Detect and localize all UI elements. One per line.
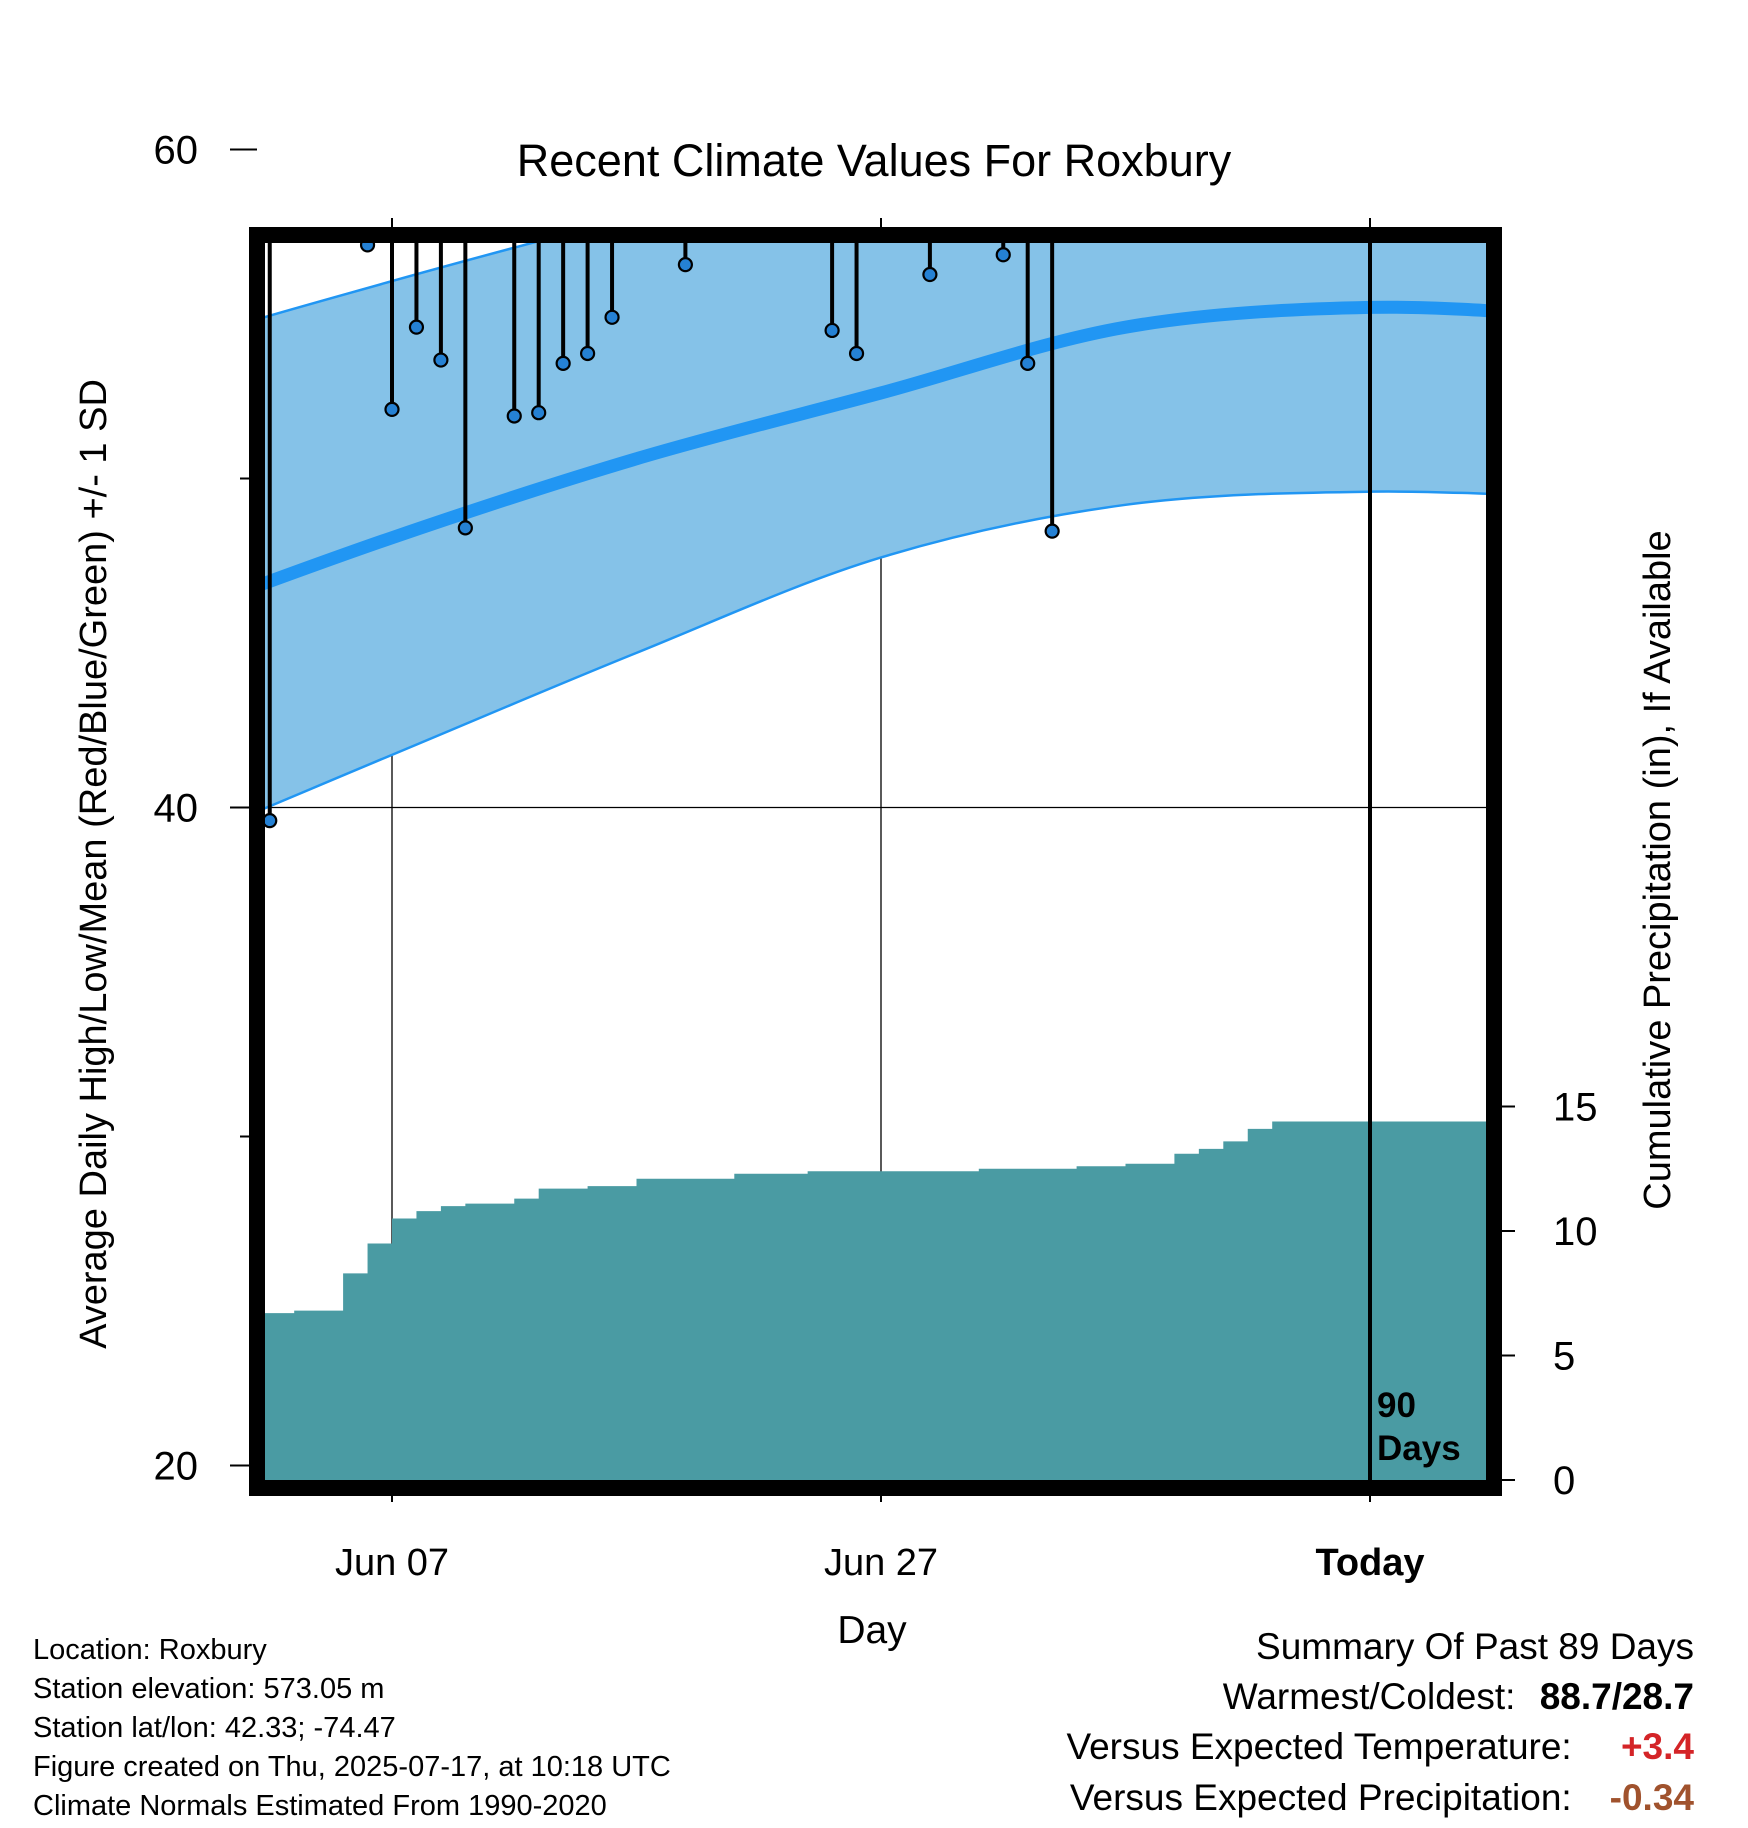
y-left-tick-label: 60 xyxy=(154,129,199,173)
high-band-edge xyxy=(0,0,1590,31)
observed-low-dot xyxy=(1315,107,1328,120)
footer-elevation: Station elevation: 573.05 m xyxy=(33,1673,385,1705)
observed-low-dot xyxy=(995,247,1011,263)
y-right-tick-label: 10 xyxy=(1553,1210,1598,1254)
chart-title: Recent Climate Values For Roxbury xyxy=(517,135,1232,186)
y-left-tick-label: 40 xyxy=(154,787,199,831)
observed-low-dot xyxy=(190,715,203,728)
observed-low-dot xyxy=(265,813,278,829)
footer-created: Figure created on Thu, 2025-07-17, at 10… xyxy=(33,1751,671,1783)
x-tick-label: Jun 07 xyxy=(335,1542,449,1584)
low-band-edge xyxy=(265,490,1486,810)
summary-temp-label: Versus Expected Temperature: xyxy=(1066,1726,1572,1767)
observed-low-dot xyxy=(165,331,178,344)
footer-location: Location: Roxbury xyxy=(33,1634,267,1666)
observed-low-dot xyxy=(531,405,547,421)
observed-high-dot xyxy=(1339,0,1352,7)
observed-low-dot xyxy=(433,352,449,368)
observed-low-dot xyxy=(19,715,32,728)
precip-area xyxy=(265,1121,1486,1480)
observed-low-dot xyxy=(677,257,694,273)
y-left-tick-label: 20 xyxy=(154,1445,199,1489)
y-right-tick-label: 15 xyxy=(1553,1086,1598,1130)
plot-area: 90 Days xyxy=(0,0,1590,1480)
observed-low-dot xyxy=(848,345,865,362)
x-tick-label: Today xyxy=(1315,1542,1424,1584)
summary-precip-label: Versus Expected Precipitation: xyxy=(1069,1777,1572,1818)
observed-low-dot xyxy=(43,660,56,673)
footer-normals: Climate Normals Estimated From 1990-2020 xyxy=(33,1790,607,1822)
today-days-number: 90 xyxy=(1377,1386,1416,1425)
observed-low-dot xyxy=(117,597,130,610)
footer-latlon: Station lat/lon: 42.33; -74.47 xyxy=(33,1712,396,1744)
y-axis-right-label: Cumulative Precipitation (in), If Availa… xyxy=(1637,530,1679,1209)
observed-low-dot xyxy=(1143,2,1156,15)
observed-low-dot xyxy=(824,322,840,339)
observed-low-dot xyxy=(630,18,643,31)
observed-low-dot xyxy=(922,266,938,283)
observed-low-dot xyxy=(1266,2,1279,15)
observed-low-dot xyxy=(312,107,325,120)
summary-precip-value: -0.34 xyxy=(1609,1777,1694,1818)
observed-low-dot xyxy=(506,408,522,424)
summary-warm-cold-label: Warmest/Coldest: xyxy=(1222,1676,1516,1717)
observed-low-dot xyxy=(1168,64,1181,77)
observed-low-dot xyxy=(972,100,985,113)
summary-separator: / xyxy=(1611,1676,1622,1717)
observed-low-dot xyxy=(141,442,154,455)
y-right-tick-label: 0 xyxy=(1553,1459,1575,1503)
observed-low-dot xyxy=(457,520,473,536)
observed-low-dot xyxy=(604,309,620,325)
summary-coldest: 28.7 xyxy=(1621,1676,1694,1717)
observed-high-dot xyxy=(68,51,81,64)
normal-low-line xyxy=(265,300,1486,590)
y-axis-left-label: Average Daily High/Low/Mean (Red/Blue/Gr… xyxy=(73,379,115,1349)
observed-high-dot xyxy=(190,284,203,297)
low-sd-band xyxy=(265,243,1486,809)
low-band-edge xyxy=(265,243,537,319)
summary-warmest: 88.7 xyxy=(1539,1676,1612,1717)
observed-high-dot xyxy=(239,21,252,34)
observed-low-dot xyxy=(408,319,425,335)
plot-frame xyxy=(249,227,1502,1496)
observed-low-dot xyxy=(1290,97,1303,110)
observed-low-dot xyxy=(288,143,301,156)
observed-low-dot xyxy=(555,355,571,371)
summary-temp-value: +3.4 xyxy=(1620,1726,1694,1767)
observed-high-dot xyxy=(214,393,227,406)
observed-high-dot xyxy=(0,531,7,544)
summary-temp: Versus Expected Temperature: +3.4 xyxy=(1066,1728,1694,1765)
observed-low-dot xyxy=(214,715,227,728)
observed-high-dot xyxy=(19,393,32,406)
observed-low-dot xyxy=(1020,355,1036,371)
observed-low-dot xyxy=(1044,523,1060,539)
observed-low-dot xyxy=(579,345,596,362)
observed-low-dot xyxy=(1339,0,1352,7)
summary-title: Summary Of Past 89 Days xyxy=(1256,1626,1694,1667)
observed-low-dot xyxy=(359,243,376,253)
observed-low-dot xyxy=(703,77,716,90)
summary-warm-cold: Warmest/Coldest: 88.7/28.7 xyxy=(1223,1678,1694,1715)
y-right-tick-label: 5 xyxy=(1553,1335,1575,1379)
x-axis-label: Day xyxy=(837,1609,907,1652)
observed-low-dot xyxy=(337,179,350,192)
summary-precip: Versus Expected Precipitation: -0.34 xyxy=(1070,1779,1694,1816)
observed-low-dot xyxy=(0,821,7,834)
observed-low-dot xyxy=(384,401,400,418)
x-tick-label: Jun 27 xyxy=(824,1542,938,1584)
today-days-label: Days xyxy=(1377,1429,1461,1468)
observed-high-dot xyxy=(43,304,56,317)
